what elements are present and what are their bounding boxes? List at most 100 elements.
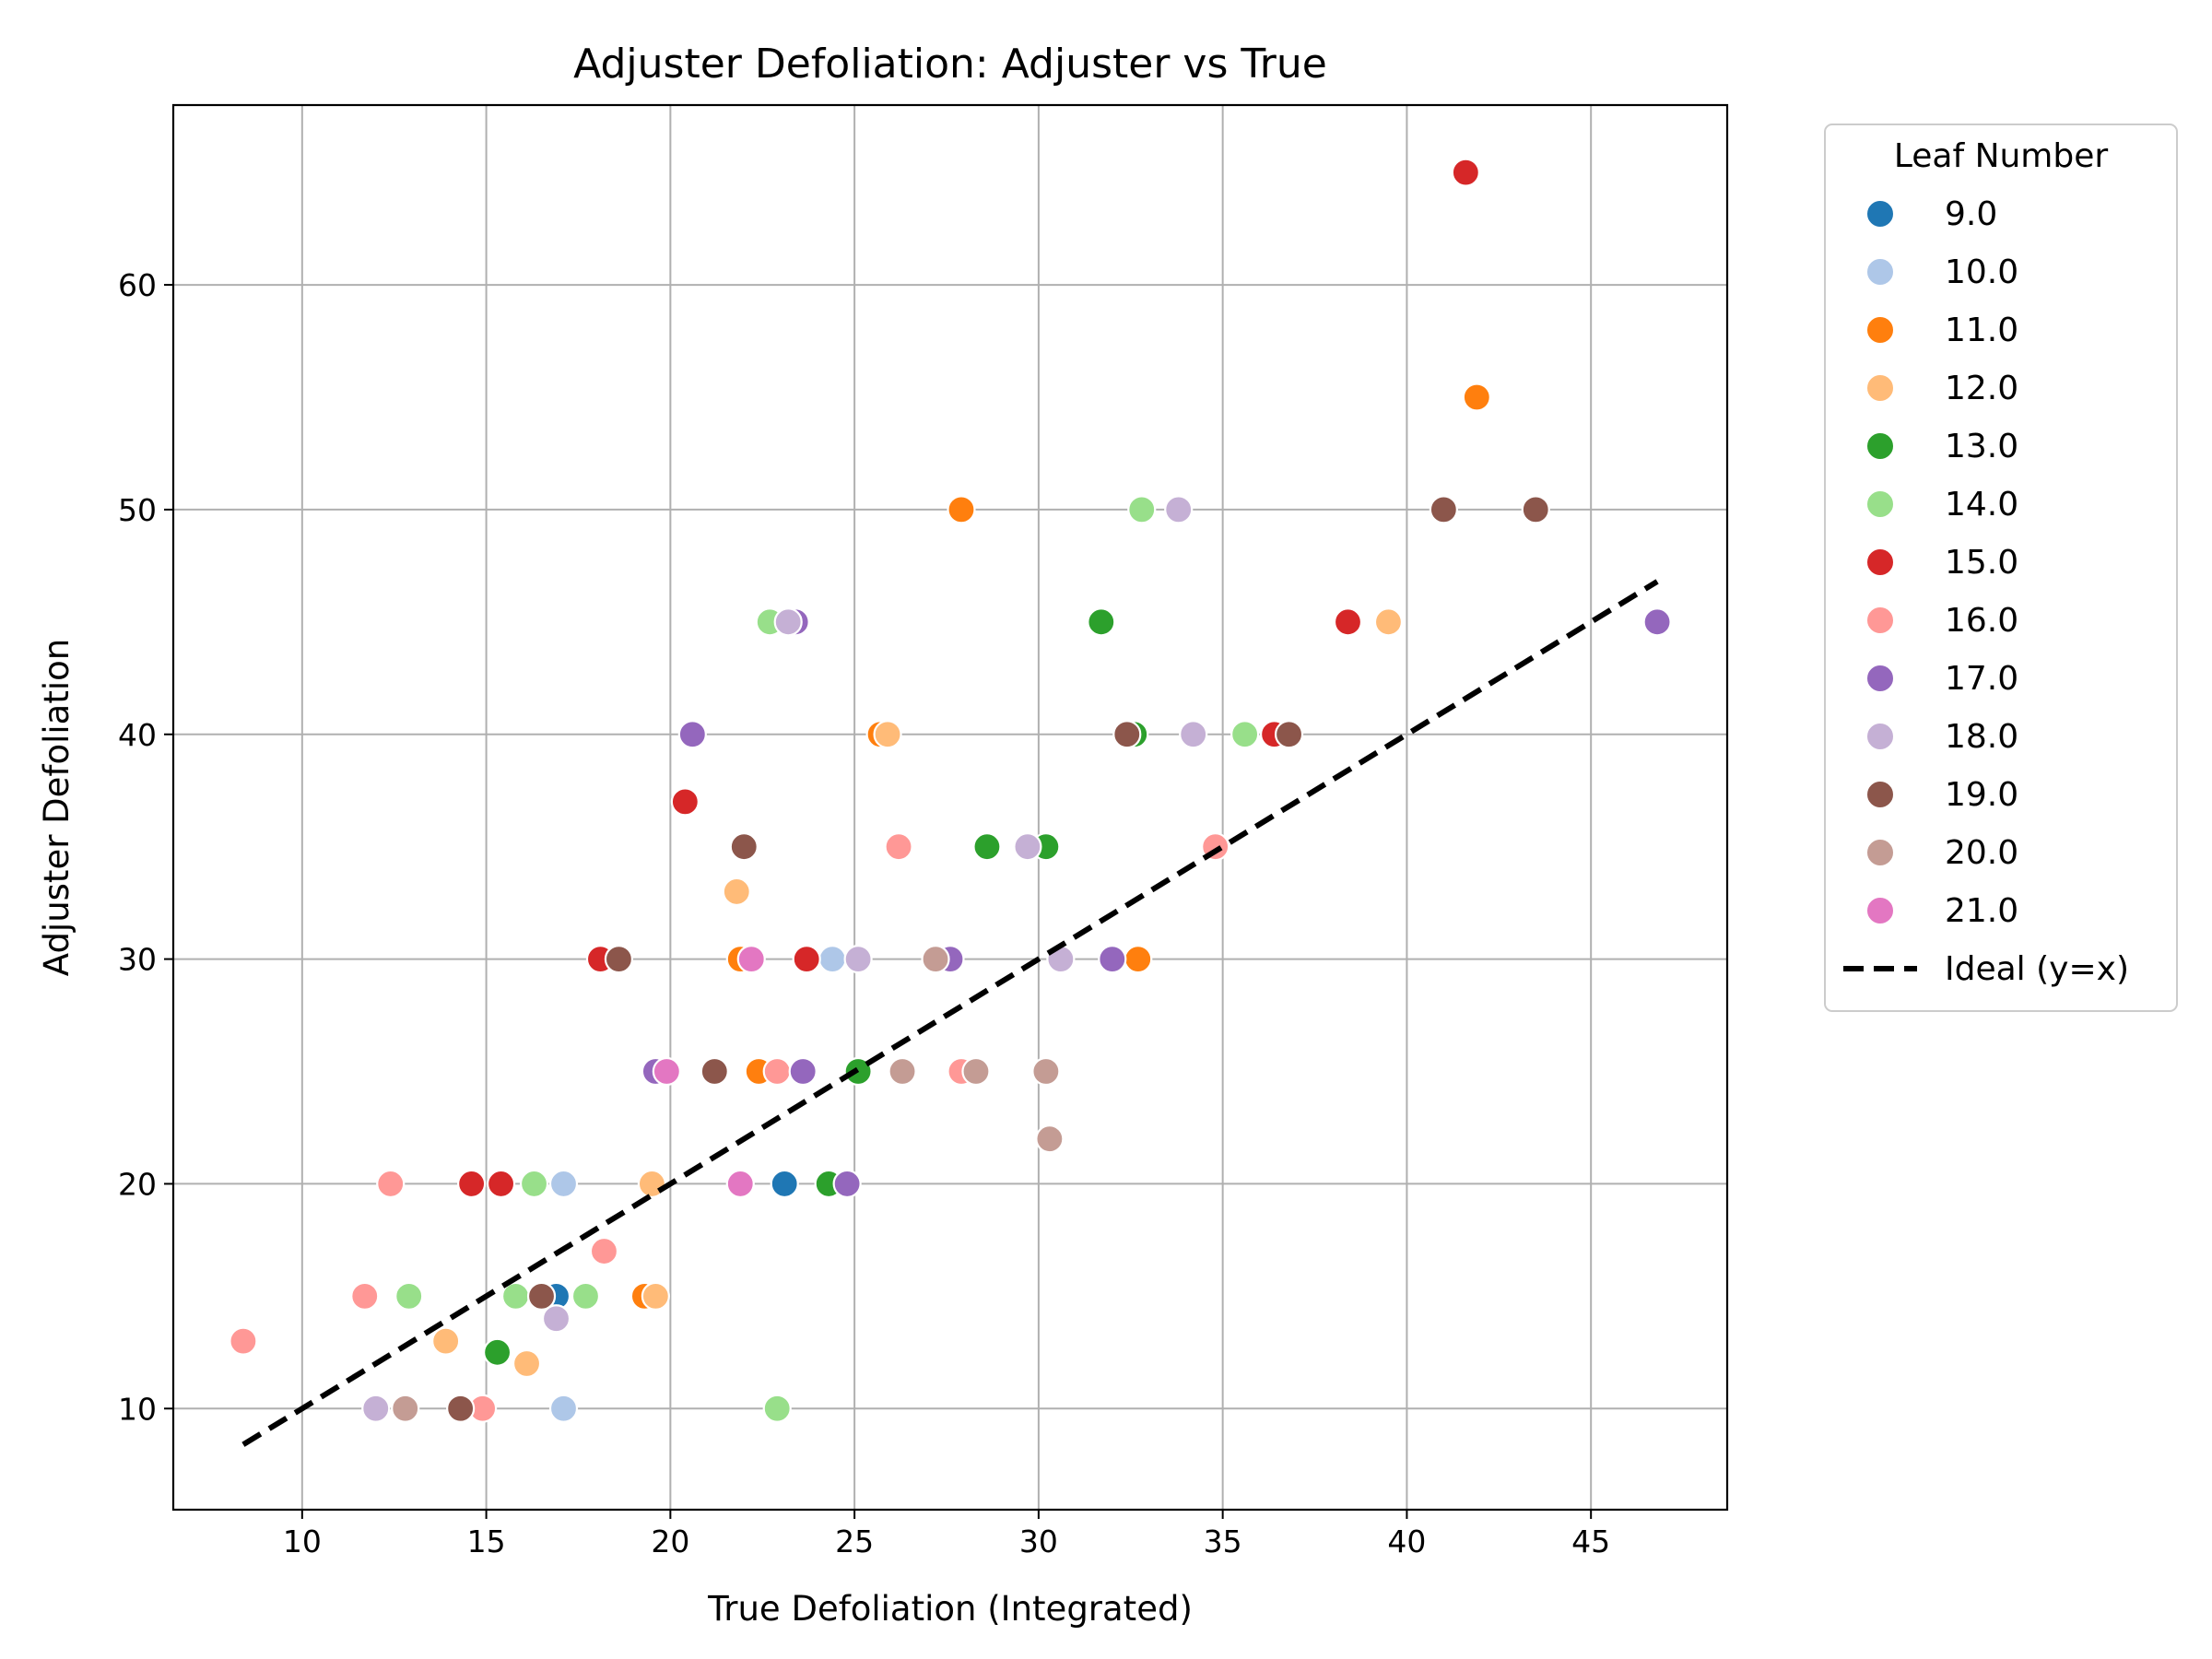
data-point-leaf-16-0 bbox=[589, 1236, 619, 1266]
data-point-leaf-16-0 bbox=[350, 1281, 380, 1311]
data-point-leaf-19-0 bbox=[526, 1281, 557, 1311]
y-tick-label: 50 bbox=[118, 492, 157, 528]
legend-marker bbox=[1865, 780, 1895, 809]
legend-marker bbox=[1865, 896, 1895, 925]
plot-frame bbox=[171, 103, 1729, 1512]
data-point-leaf-18-0 bbox=[773, 607, 803, 637]
data-point-leaf-18-0 bbox=[1164, 495, 1194, 524]
data-point-leaf-18-0 bbox=[1013, 832, 1042, 862]
data-point-leaf-14-0 bbox=[762, 1394, 792, 1423]
x-tick-label: 10 bbox=[283, 1524, 322, 1559]
data-point-leaf-19-0 bbox=[700, 1056, 729, 1087]
data-point-leaf-20-0 bbox=[1035, 1124, 1065, 1154]
data-point-leaf-12-0 bbox=[722, 877, 751, 907]
legend-label: 12.0 bbox=[1945, 370, 2018, 407]
legend-label: 21.0 bbox=[1945, 892, 2018, 930]
legend-label: 15.0 bbox=[1945, 544, 2018, 582]
data-point-leaf-15-0 bbox=[1333, 607, 1363, 637]
legend-label: 20.0 bbox=[1945, 834, 2018, 872]
data-point-leaf-18-0 bbox=[1179, 720, 1208, 749]
data-point-leaf-16-0 bbox=[376, 1169, 406, 1199]
x-tick-label: 35 bbox=[1204, 1524, 1242, 1559]
data-point-leaf-16-0 bbox=[884, 832, 913, 862]
data-point-leaf-14-0 bbox=[571, 1281, 601, 1311]
data-point-leaf-13-0 bbox=[1087, 607, 1116, 637]
legend: Leaf Number 9.0 10.0 11.0 12.0 13.0 14.0 15.0 1… bbox=[1824, 124, 2178, 1012]
x-tick-label: 15 bbox=[467, 1524, 506, 1559]
data-point-leaf-17-0 bbox=[1098, 944, 1127, 974]
data-point-leaf-10-0 bbox=[818, 944, 847, 974]
legend-label: 18.0 bbox=[1945, 718, 2018, 756]
data-point-leaf-12-0 bbox=[873, 720, 902, 749]
data-point-leaf-14-0 bbox=[519, 1169, 549, 1199]
data-point-leaf-20-0 bbox=[921, 944, 950, 974]
data-point-leaf-18-0 bbox=[843, 944, 873, 974]
data-point-leaf-12-0 bbox=[637, 1169, 666, 1199]
x-axis-label: True Defoliation (Integrated) bbox=[707, 1589, 1193, 1629]
x-tick-label: 45 bbox=[1571, 1524, 1610, 1559]
legend-marker bbox=[1865, 199, 1895, 229]
data-point-leaf-14-0 bbox=[1230, 720, 1260, 749]
data-point-leaf-19-0 bbox=[1274, 720, 1304, 749]
y-axis-ticks: 10 20 30 40 50 60 bbox=[118, 267, 173, 1427]
data-point-leaf-21-0 bbox=[736, 944, 766, 974]
legend-label: 19.0 bbox=[1945, 776, 2018, 814]
y-tick-label: 30 bbox=[118, 942, 157, 978]
data-point-leaf-21-0 bbox=[725, 1169, 755, 1199]
legend-box bbox=[1824, 124, 2178, 1012]
x-tick-label: 20 bbox=[651, 1524, 689, 1559]
data-point-leaf-15-0 bbox=[792, 944, 821, 974]
legend-marker bbox=[1865, 664, 1895, 693]
y-axis-label: Adjuster Defoliation bbox=[37, 639, 76, 976]
legend-marker bbox=[1865, 489, 1895, 519]
data-points bbox=[229, 158, 1672, 1423]
data-point-leaf-14-0 bbox=[394, 1281, 424, 1311]
x-tick-label: 30 bbox=[1019, 1524, 1058, 1559]
data-point-leaf-19-0 bbox=[1521, 495, 1550, 524]
data-point-leaf-20-0 bbox=[888, 1056, 917, 1087]
data-point-leaf-15-0 bbox=[670, 787, 700, 817]
legend-title: Leaf Number bbox=[1894, 137, 2109, 175]
data-point-leaf-10-0 bbox=[548, 1394, 579, 1423]
legend-label: 13.0 bbox=[1945, 428, 2018, 465]
data-point-leaf-18-0 bbox=[541, 1304, 571, 1334]
data-point-leaf-12-0 bbox=[431, 1326, 461, 1356]
data-point-leaf-14-0 bbox=[1127, 495, 1157, 524]
legend-marker bbox=[1865, 722, 1895, 751]
data-point-leaf-19-0 bbox=[604, 944, 634, 974]
data-point-leaf-17-0 bbox=[788, 1056, 818, 1087]
data-point-leaf-16-0 bbox=[762, 1056, 792, 1087]
data-point-leaf-21-0 bbox=[652, 1056, 681, 1087]
data-point-leaf-17-0 bbox=[832, 1169, 862, 1199]
y-tick-label: 20 bbox=[118, 1166, 157, 1202]
legend-label: 9.0 bbox=[1945, 195, 1997, 233]
data-point-leaf-12-0 bbox=[1373, 607, 1404, 637]
x-axis-ticks: 10 15 20 25 30 35 40 45 bbox=[283, 1510, 1610, 1559]
data-point-leaf-17-0 bbox=[1642, 607, 1672, 637]
data-point-leaf-16-0 bbox=[229, 1326, 258, 1356]
y-tick-label: 40 bbox=[118, 717, 157, 753]
legend-label: 14.0 bbox=[1945, 486, 2018, 524]
y-tick-label: 60 bbox=[118, 267, 157, 303]
chart-title: Adjuster Defoliation: Adjuster vs True bbox=[573, 41, 1327, 88]
legend-marker bbox=[1865, 606, 1895, 635]
legend-items: 9.0 10.0 11.0 12.0 13.0 14.0 15.0 16.0 17.0 18.0 1… bbox=[1843, 195, 2129, 988]
data-point-leaf-11-0 bbox=[947, 495, 976, 524]
legend-label: 17.0 bbox=[1945, 660, 2018, 698]
legend-label: Ideal (y=x) bbox=[1945, 950, 2129, 988]
legend-marker bbox=[1865, 257, 1895, 287]
data-point-leaf-20-0 bbox=[391, 1394, 420, 1423]
legend-marker bbox=[1865, 838, 1895, 867]
data-point-leaf-12-0 bbox=[641, 1281, 670, 1311]
ideal-reference-line bbox=[241, 579, 1659, 1447]
data-point-leaf-13-0 bbox=[972, 832, 1002, 862]
legend-marker bbox=[1865, 431, 1895, 461]
data-point-leaf-15-0 bbox=[486, 1169, 516, 1199]
reference-line-layer bbox=[241, 579, 1659, 1447]
legend-marker bbox=[1865, 315, 1895, 345]
y-tick-label: 10 bbox=[118, 1391, 157, 1427]
data-point-leaf-11-0 bbox=[1462, 382, 1491, 412]
data-point-leaf-13-0 bbox=[482, 1337, 512, 1367]
data-point-leaf-12-0 bbox=[512, 1348, 542, 1379]
legend-label: 16.0 bbox=[1945, 602, 2018, 640]
